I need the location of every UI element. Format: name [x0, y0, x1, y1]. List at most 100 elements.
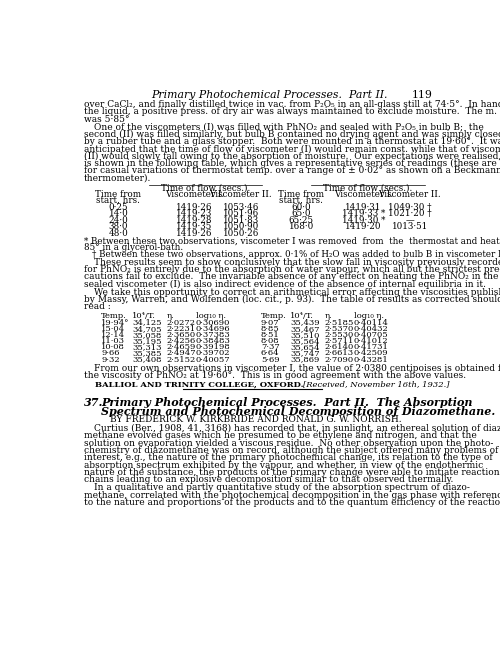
Text: 15·04: 15·04	[101, 325, 126, 333]
Text: 19·94°: 19·94°	[101, 319, 130, 327]
Text: Primary Photochemical Processes.  Part II.  The Absorption: Primary Photochemical Processes. Part II…	[101, 397, 473, 408]
Text: 35,195: 35,195	[132, 337, 162, 345]
Text: 12·14: 12·14	[101, 331, 126, 339]
Text: 2·7090: 2·7090	[324, 355, 354, 364]
Text: 35,439: 35,439	[290, 319, 320, 327]
Text: 1419·20: 1419·20	[345, 222, 382, 231]
Text: interest, e.g., the nature of the primary photochemical change, its relation to : interest, e.g., the nature of the primar…	[84, 454, 493, 462]
Text: chains leading to an explosive decomposition similar to that observed thermally.: chains leading to an explosive decomposi…	[84, 475, 454, 485]
Text: 1013·51: 1013·51	[392, 222, 428, 231]
Text: Viscometer I.: Viscometer I.	[334, 190, 393, 199]
Text: 8·85: 8·85	[261, 325, 280, 333]
Text: 1050·90: 1050·90	[222, 222, 259, 231]
Text: These results seem to show conclusively that the slow fall in viscosity previous: These results seem to show conclusively …	[94, 258, 500, 267]
Text: η.: η.	[166, 312, 174, 320]
Text: 2·3650: 2·3650	[166, 331, 196, 339]
Text: 35,313: 35,313	[132, 343, 162, 351]
Text: † Between these two observations, approx. 0·1% of H₂O was added to bulb B in vis: † Between these two observations, approx…	[92, 250, 500, 259]
Text: 119: 119	[412, 90, 433, 100]
Text: 0·30690: 0·30690	[196, 319, 230, 327]
Text: start, hrs.: start, hrs.	[96, 196, 140, 205]
Text: Time from: Time from	[95, 190, 142, 199]
Text: 9·07: 9·07	[261, 319, 280, 327]
Text: 1049·30 †: 1049·30 †	[388, 203, 432, 212]
Text: 1419·35: 1419·35	[176, 222, 212, 231]
Text: 1419·28: 1419·28	[176, 216, 212, 224]
Text: 1419·31: 1419·31	[345, 203, 382, 212]
Text: BALLIOL AND TRINITY COLLEGE, OXFORD.: BALLIOL AND TRINITY COLLEGE, OXFORD.	[95, 380, 304, 388]
Text: log₁₀ η.: log₁₀ η.	[354, 312, 384, 320]
Text: 1419·26: 1419·26	[176, 203, 212, 212]
Text: 85° in a glycerol-bath.: 85° in a glycerol-bath.	[84, 243, 184, 253]
Text: 35,869: 35,869	[290, 355, 320, 364]
Text: 48·0: 48·0	[108, 229, 128, 238]
Text: Viscometer I.: Viscometer I.	[164, 190, 224, 199]
Text: 9·32: 9·32	[101, 355, 120, 364]
Text: 0·34696: 0·34696	[196, 325, 230, 333]
Text: Spectrum and Photochemical Decomposition of Diazomethane.: Spectrum and Photochemical Decomposition…	[101, 406, 495, 417]
Text: 1051·96: 1051·96	[222, 209, 259, 218]
Text: 168·0: 168·0	[288, 222, 314, 231]
Text: 0·25: 0·25	[108, 203, 128, 212]
Text: 1419·33 *: 1419·33 *	[342, 209, 385, 218]
Text: BY FREDERICK W. KIRKBRIDE AND RONALD G. W. NORRISH.: BY FREDERICK W. KIRKBRIDE AND RONALD G. …	[110, 415, 402, 424]
Text: 35,747: 35,747	[290, 349, 320, 358]
Text: 0·40057: 0·40057	[196, 355, 230, 364]
Text: 1053·46: 1053·46	[222, 203, 259, 212]
Text: the viscosity of PhNO₂ at 19·60°.  This is in good agreement with the above valu: the viscosity of PhNO₂ at 19·60°. This i…	[84, 372, 466, 380]
Text: by a rubber tube and a glass stopper.  Both were mounted in a thermostat at 19·6: by a rubber tube and a glass stopper. Bo…	[84, 137, 500, 146]
Text: 2·5711: 2·5711	[324, 337, 354, 345]
Text: * Between these two observations, viscometer I was removed  from  the  thermosta: * Between these two observations, viscom…	[84, 237, 500, 246]
Text: 0·43281: 0·43281	[354, 355, 388, 364]
Text: 60·0: 60·0	[292, 203, 311, 212]
Text: to the nature and proportions of the products and to the quantum efficiency of t: to the nature and proportions of the pro…	[84, 498, 500, 507]
Text: over CaCl₂, and finally distilled twice in vac. from P₂O₅ in an all-glass still : over CaCl₂, and finally distilled twice …	[84, 100, 500, 109]
Text: 1419·23: 1419·23	[176, 209, 212, 218]
Text: 34,125: 34,125	[132, 319, 162, 327]
Text: 0·41012: 0·41012	[354, 337, 388, 345]
Text: 0·39702: 0·39702	[196, 349, 230, 358]
Text: 8·51: 8·51	[261, 331, 280, 339]
Text: 7·37: 7·37	[261, 343, 280, 351]
Text: is shown in the following table, which gives a representative series of readings: is shown in the following table, which g…	[84, 159, 500, 168]
Text: cautions fail to exclude.  The invariable absence of any effect on heating the P: cautions fail to exclude. The invariable…	[84, 272, 498, 282]
Text: From our own observations in viscometer I, the value of 2·0380 centipoises is ob: From our own observations in viscometer …	[94, 364, 500, 373]
Text: nature of the substance, the products of the primary change were able to initiat: nature of the substance, the products of…	[84, 468, 500, 477]
Text: absorption spectrum exhibited by the vapour, and whether, in view of the endothe: absorption spectrum exhibited by the vap…	[84, 460, 483, 470]
Text: 9·66: 9·66	[101, 349, 120, 358]
Text: 11·03: 11·03	[101, 337, 125, 345]
Text: 2·4659: 2·4659	[166, 343, 196, 351]
Text: 2·5152: 2·5152	[166, 355, 196, 364]
Text: 2·5370: 2·5370	[324, 325, 354, 333]
Text: 14·0: 14·0	[108, 209, 128, 218]
Text: 1419·26: 1419·26	[176, 229, 212, 238]
Text: 2·5185: 2·5185	[324, 319, 354, 327]
Text: η.: η.	[324, 312, 332, 320]
Text: 2·2231: 2·2231	[166, 325, 196, 333]
Text: 6·64: 6·64	[261, 349, 280, 358]
Text: the liquid, a positive press. of dry air was always maintained to exclude moistu: the liquid, a positive press. of dry air…	[84, 108, 500, 116]
Text: 1050·26: 1050·26	[222, 229, 259, 238]
Text: 1021·20 †: 1021·20 †	[388, 209, 432, 218]
Text: 0·41731: 0·41731	[354, 343, 389, 351]
Text: 2·0272: 2·0272	[166, 319, 196, 327]
Text: 2·6613: 2·6613	[324, 349, 354, 358]
Text: Viscometer II.: Viscometer II.	[210, 190, 272, 199]
Text: Temp.: Temp.	[261, 312, 286, 320]
Text: Primary Photochemical Processes.  Part II.: Primary Photochemical Processes. Part II…	[152, 90, 388, 100]
Text: 2·4256: 2·4256	[166, 337, 196, 345]
Text: 0·37383: 0·37383	[196, 331, 230, 339]
Text: log₁₀ η.: log₁₀ η.	[196, 312, 226, 320]
Text: methane evolved gases which he presumed to be ethylene and nitrogen, and that th: methane evolved gases which he presumed …	[84, 431, 477, 440]
Text: 1419·30 *: 1419·30 *	[342, 216, 385, 224]
Text: start, hrs.: start, hrs.	[280, 196, 323, 205]
Text: Viscometer II.: Viscometer II.	[378, 190, 441, 199]
Text: 65·25: 65·25	[288, 216, 314, 224]
Text: 8·08: 8·08	[261, 337, 280, 345]
Text: Temp.: Temp.	[101, 312, 127, 320]
Text: second (II) was filled similarly, but bulb B contained no drying agent and was s: second (II) was filled similarly, but bu…	[84, 130, 500, 139]
Text: 2·4947: 2·4947	[166, 349, 196, 358]
Text: was 5·85°: was 5·85°	[84, 114, 130, 124]
Text: —: —	[406, 216, 414, 224]
Text: 35,408: 35,408	[132, 355, 162, 364]
